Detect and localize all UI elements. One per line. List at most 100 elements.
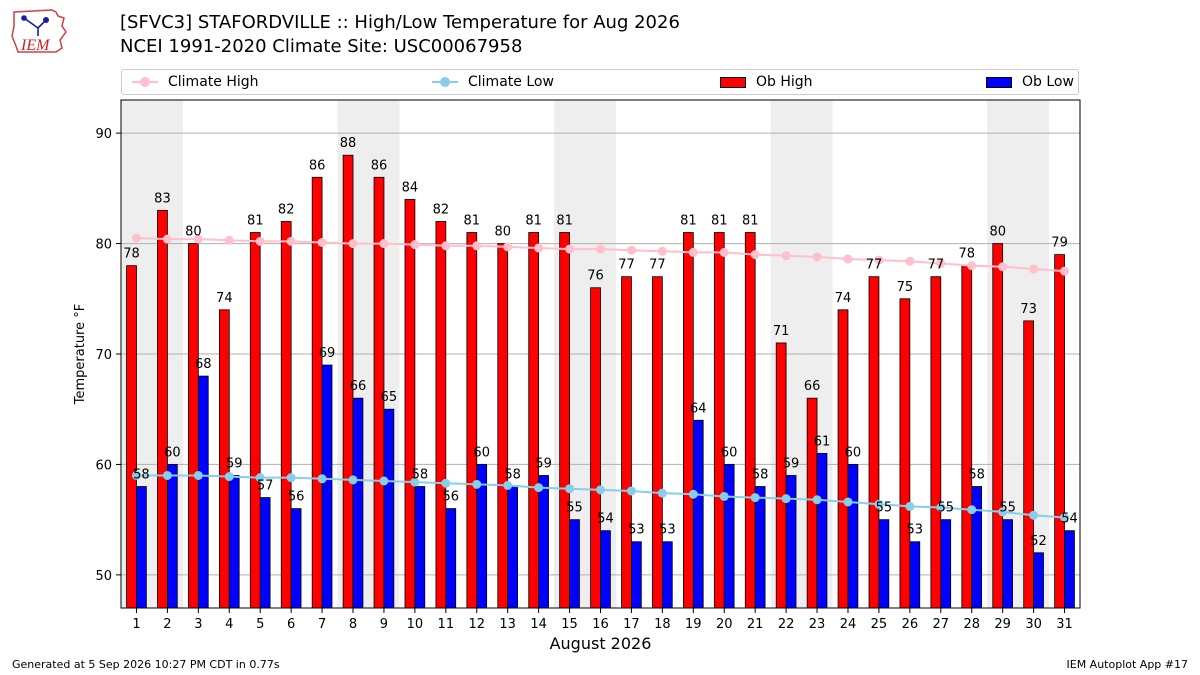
x-tick-label-1: 1 [132,617,140,632]
climate-high-swatch [132,77,158,87]
label-ob-high-3: 80 [185,225,202,240]
bar-ob-low-25 [878,519,890,609]
label-ob-high-30: 73 [1020,302,1037,317]
iem-logo-text: IEM [20,37,51,54]
point-climate-high-1 [131,233,141,243]
point-climate-low-20 [719,491,729,501]
point-climate-low-2 [162,470,172,480]
x-tick-label-14: 14 [530,617,547,632]
bar-ob-low-8 [352,397,364,609]
point-climate-low-24 [843,497,853,507]
bar-ob-high-1 [126,265,137,609]
point-climate-low-3 [193,470,203,480]
point-climate-high-13 [503,242,513,252]
bar-ob-low-16 [600,530,611,609]
label-ob-low-24: 60 [845,445,862,460]
bar-ob-low-30 [1033,552,1044,609]
point-climate-high-30 [1029,264,1039,274]
point-climate-high-22 [781,251,791,261]
label-ob-low-3: 68 [195,357,212,372]
bar-ob-low-17 [631,541,642,609]
bar-ob-low-23 [816,452,828,609]
x-tick-label-9: 9 [380,617,388,632]
bar-ob-high-6 [280,221,292,609]
bar-ob-high-12 [466,232,478,609]
label-ob-low-13: 58 [504,468,521,483]
point-climate-low-29 [998,507,1008,517]
point-climate-high-10 [410,240,420,250]
label-ob-low-27: 55 [937,501,954,516]
bar-ob-high-2 [157,210,168,609]
bar-ob-low-28 [971,486,983,609]
bar-ob-high-29 [992,243,1004,609]
label-ob-low-18: 53 [659,523,676,538]
point-climate-low-12 [472,479,482,489]
point-climate-high-8 [348,239,358,249]
point-climate-high-29 [998,262,1008,272]
label-ob-high-10: 84 [402,180,419,195]
label-ob-high-14: 81 [525,214,542,229]
point-climate-high-14 [534,243,544,253]
legend-label-climate-high: Climate High [168,74,259,90]
point-climate-low-16 [596,485,605,495]
label-ob-high-19: 81 [680,214,697,229]
point-climate-high-7 [317,237,327,247]
label-ob-high-6: 82 [278,202,295,217]
point-climate-low-13 [503,480,513,490]
bar-ob-low-29 [1002,519,1013,609]
chart-title: [SFVC3] STAFORDVILLE :: High/Low Tempera… [120,12,680,33]
legend-item-climate-high: Climate High [132,70,259,94]
y-tick-label-70: 70 [95,348,112,363]
legend-label-climate-low: Climate Low [468,74,554,90]
point-climate-low-31 [1060,512,1070,522]
y-axis-label: Temperature °F [73,304,88,405]
bar-ob-low-27 [940,519,952,609]
label-ob-high-12: 81 [464,214,481,229]
label-ob-high-15: 81 [556,214,573,229]
bar-ob-low-1 [136,486,147,609]
label-ob-low-10: 58 [412,468,429,483]
point-climate-low-7 [317,474,327,484]
label-ob-high-21: 81 [742,214,759,229]
bar-ob-high-16 [590,287,601,609]
x-tick-label-25: 25 [871,617,888,632]
bar-ob-high-27 [930,276,942,609]
point-climate-high-26 [905,256,915,266]
point-climate-high-6 [286,236,296,246]
point-climate-high-21 [750,250,760,260]
label-ob-low-26: 53 [907,523,924,538]
bar-ob-high-19 [683,232,694,609]
label-ob-low-20: 60 [721,445,738,460]
x-tick-label-16: 16 [592,617,609,632]
bar-ob-low-5 [259,497,271,609]
point-climate-high-15 [565,244,575,254]
label-ob-low-23: 61 [814,434,831,449]
point-climate-low-23 [812,495,822,505]
point-climate-high-24 [843,254,853,264]
bar-ob-low-20 [723,464,735,609]
label-ob-high-2: 83 [154,191,171,206]
chart-legend: Climate High Climate Low Ob High Ob Low [121,69,1079,95]
point-climate-high-19 [688,247,698,257]
label-ob-low-8: 66 [350,379,367,394]
label-ob-low-16: 54 [597,512,614,527]
bar-ob-high-5 [249,232,261,609]
bar-ob-high-20 [713,232,725,609]
bar-ob-high-11 [435,221,447,609]
point-climate-low-28 [967,505,977,515]
label-ob-low-15: 55 [566,501,583,516]
chart-subtitle: NCEI 1991-2020 Climate Site: USC00067958 [120,36,523,57]
bar-ob-high-17 [621,276,632,609]
bar-ob-low-7 [321,364,333,609]
y-tick-label-60: 60 [95,458,112,473]
x-tick-label-18: 18 [654,617,671,632]
point-climate-low-19 [688,489,698,499]
legend-item-ob-low: Ob Low [986,70,1074,94]
legend-label-ob-high: Ob High [756,74,813,90]
bar-ob-low-19 [692,419,704,609]
label-ob-low-12: 60 [473,445,490,460]
label-ob-low-11: 56 [442,490,459,505]
x-tick-label-2: 2 [163,617,171,632]
y-tick-label-90: 90 [95,127,112,142]
bar-ob-high-10 [404,198,416,609]
